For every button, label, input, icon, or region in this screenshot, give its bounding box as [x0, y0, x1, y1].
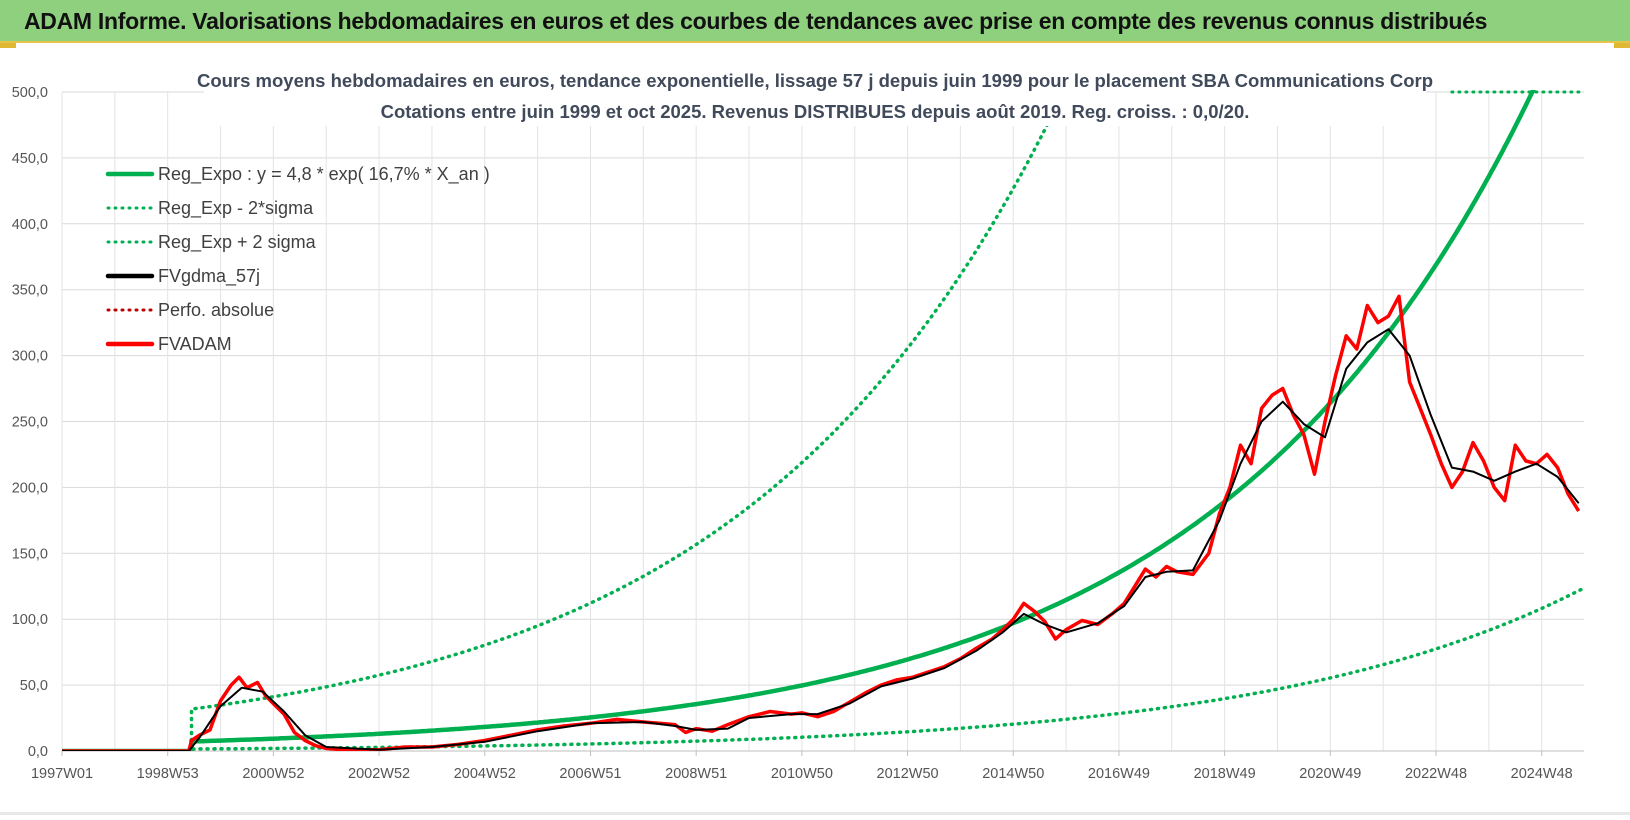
x-tick-label: 2010W50: [771, 766, 833, 782]
y-tick-label: 300,0: [12, 349, 48, 365]
chart-svg: 0,0 50,0 100,0 150,0 200,0 250,0 300,0 350,0 400…: [12, 62, 1586, 782]
corner-mark-right: [1614, 43, 1630, 48]
x-tick-label: 2002W52: [348, 766, 410, 782]
series-reg-expo: [62, 90, 1536, 751]
y-tick-label: 400,0: [12, 217, 48, 233]
y-tick-label: 150,0: [12, 546, 48, 562]
y-tick-label: 500,0: [12, 85, 48, 101]
x-tick-label: 2018W49: [1194, 766, 1256, 782]
x-tick-label: 2008W51: [665, 766, 727, 782]
y-tick-label: 100,0: [12, 612, 48, 628]
y-tick-label: 200,0: [12, 480, 48, 496]
x-tick-label: 2024W48: [1511, 766, 1573, 782]
chart-title-bg: [204, 62, 1426, 126]
y-axis-ticks: 0,0 50,0 100,0 150,0 200,0 250,0 300,0 350,0 400…: [12, 85, 48, 760]
y-tick-label: 50,0: [20, 678, 48, 694]
x-tick-label: 2014W50: [982, 766, 1044, 782]
y-tick-label: 0,0: [28, 744, 48, 760]
gridlines: [61, 91, 1584, 752]
x-tick-label: 1998W53: [137, 766, 199, 782]
chart-title-line2: Cotations entre juin 1999 et oct 2025. R…: [381, 101, 1250, 122]
series-reg-exp-plus-2-sigma: [62, 90, 1067, 751]
x-tick-label: 2016W49: [1088, 766, 1150, 782]
legend-label: Reg_Exp + 2 sigma: [158, 232, 317, 253]
y-tick-label: 250,0: [12, 415, 48, 431]
chart-title-line1: Cours moyens hebdomadaires en euros, ten…: [197, 70, 1433, 91]
bottom-edge: [0, 812, 1630, 815]
legend-label: Reg_Expo : y = 4,8 * exp( 16,7% * X_an ): [158, 164, 490, 185]
x-tick-label: 2020W49: [1299, 766, 1361, 782]
y-tick-label: 350,0: [12, 283, 48, 299]
series-lines: [62, 90, 1586, 751]
series-fvadam: [62, 294, 1581, 751]
legend: Reg_Expo : y = 4,8 * exp( 16,7% * X_an )…: [105, 164, 490, 354]
x-axis-ticks: 1997W01 1998W53 2000W52 2002W52 2004W52 2006W…: [31, 751, 1573, 782]
legend-label: FVADAM: [158, 334, 232, 354]
legend-label: Perfo. absolue: [158, 300, 274, 320]
x-tick-label: 2000W52: [242, 766, 304, 782]
y-tick-label: 450,0: [12, 151, 48, 167]
x-tick-label: 2012W50: [877, 766, 939, 782]
chart-area: 0,0 50,0 100,0 150,0 200,0 250,0 300,0 350,0 400…: [0, 45, 1630, 815]
header-bar: ADAM Informe. Valorisations hebdomadaire…: [0, 0, 1630, 43]
page-title: ADAM Informe. Valorisations hebdomadaire…: [24, 8, 1488, 34]
x-tick-label: 2006W51: [559, 766, 621, 782]
x-tick-label: 2022W48: [1405, 766, 1467, 782]
corner-mark-left: [0, 43, 16, 48]
legend-label: Reg_Exp - 2*sigma: [158, 198, 314, 219]
series-fvgdma-57j: [62, 328, 1580, 751]
x-tick-label: 1997W01: [31, 766, 93, 782]
legend-label: FVgdma_57j: [158, 266, 260, 287]
x-tick-label: 2004W52: [454, 766, 516, 782]
